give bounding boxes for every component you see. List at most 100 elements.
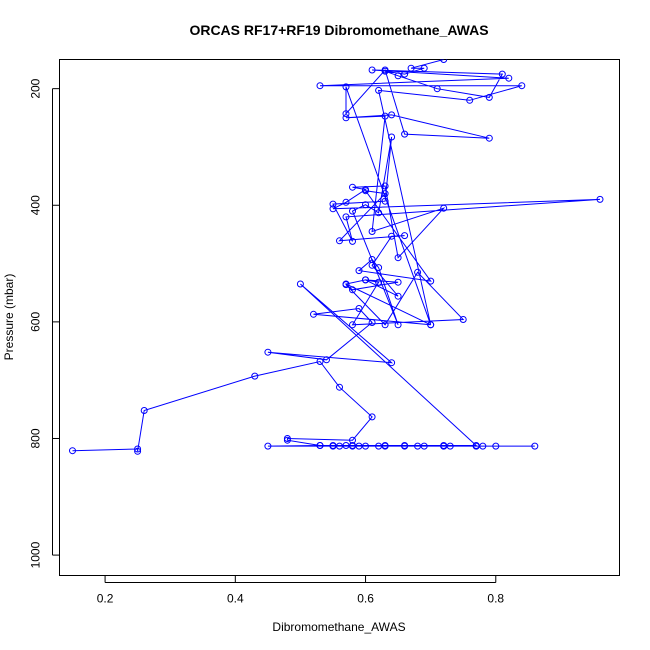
data-point (362, 276, 369, 284)
data-point (342, 114, 350, 122)
data-point (140, 407, 148, 414)
data-point (388, 359, 396, 367)
data-point (394, 254, 402, 262)
data-point (388, 133, 396, 141)
data-point (394, 321, 402, 329)
data-point (381, 67, 389, 75)
data-point (336, 442, 343, 450)
data-point (362, 201, 369, 209)
data-point (427, 321, 435, 329)
data-point (375, 209, 383, 217)
data-point (401, 442, 409, 449)
data-point (316, 82, 324, 90)
data-point (407, 64, 415, 72)
y-tick-label: 1000 (29, 541, 43, 568)
x-tick-label: 0.8 (487, 592, 504, 606)
data-point (596, 195, 604, 203)
data-point (518, 82, 526, 90)
data-point (329, 200, 337, 208)
x-tick-label: 0.6 (357, 592, 374, 606)
x-axis: 0.2 0.4 0.6 0.8 (97, 575, 504, 606)
data-point (394, 278, 402, 286)
data-point (342, 281, 350, 289)
data-point (69, 447, 76, 455)
data-point (342, 83, 350, 91)
data-point (134, 445, 142, 453)
data-point (472, 442, 480, 449)
data-point (264, 442, 272, 450)
data-point (381, 197, 389, 205)
data-point (336, 383, 343, 391)
y-tick-label: 800 (29, 428, 43, 448)
data-point (466, 96, 474, 104)
data-point (323, 356, 330, 364)
data-point (381, 182, 389, 190)
data-point (283, 436, 291, 444)
data-point (446, 442, 454, 450)
data-point (440, 59, 448, 63)
data-point (420, 64, 428, 72)
data-point (401, 130, 409, 138)
data-point (440, 442, 448, 449)
data-point (251, 372, 259, 380)
data-point (362, 442, 369, 450)
data-point (485, 93, 493, 101)
data-point (459, 316, 467, 323)
data-point (329, 442, 337, 449)
y-tick-label: 600 (29, 312, 43, 332)
data-point (368, 228, 376, 235)
data-point (388, 232, 396, 240)
data-point (316, 358, 324, 365)
data-point (368, 319, 376, 326)
data-point (375, 264, 383, 272)
data-point (479, 442, 487, 450)
data-point (342, 198, 350, 206)
data-point (336, 237, 343, 245)
plot-area-border (59, 59, 620, 576)
series-layer (69, 59, 604, 455)
data-point (310, 310, 317, 318)
data-point (349, 183, 356, 191)
data-point (349, 207, 356, 215)
data-point (362, 186, 369, 193)
data-point (355, 267, 363, 275)
data-point (498, 70, 506, 78)
data-point (394, 292, 402, 300)
data-point (381, 442, 389, 449)
data-point (433, 85, 441, 93)
x-tick-label: 0.2 (97, 592, 114, 606)
data-point (134, 447, 142, 455)
data-point (316, 442, 324, 449)
data-point (381, 190, 389, 198)
data-point (531, 442, 539, 450)
x-axis-label: Dibromomethane_AWAS (272, 620, 405, 634)
y-tick-label: 200 (29, 78, 43, 98)
data-point (381, 321, 389, 329)
data-point (368, 413, 376, 421)
y-axis: 200 400 600 800 1000 (29, 78, 60, 568)
data-point (368, 256, 376, 263)
data-point (401, 232, 409, 240)
data-point (375, 86, 383, 94)
data-point (342, 110, 350, 118)
data-point (368, 66, 376, 74)
data-point (375, 278, 383, 286)
data-point (349, 321, 356, 329)
data-point (388, 111, 396, 119)
data-point (349, 237, 356, 245)
data-point (440, 204, 448, 212)
data-point (414, 442, 422, 450)
data-point (414, 268, 422, 276)
data-point (394, 72, 402, 80)
data-point (505, 74, 513, 82)
series-line (72, 59, 601, 452)
y-axis-label: Pressure (mbar) (2, 274, 16, 361)
data-point (342, 213, 350, 221)
data-point (420, 442, 428, 450)
data-point (401, 70, 409, 78)
data-point (349, 286, 356, 294)
data-point (492, 442, 500, 450)
data-point (296, 280, 304, 288)
